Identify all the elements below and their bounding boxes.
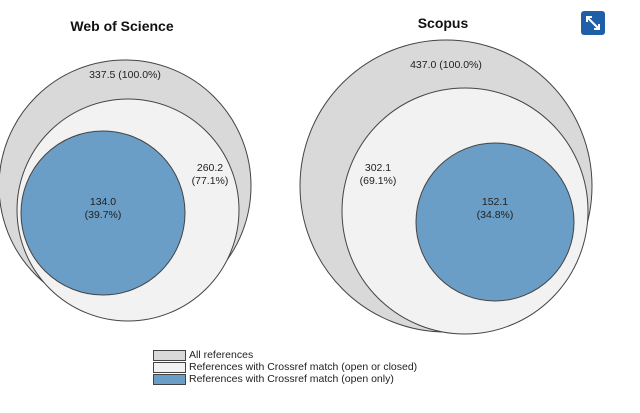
- legend-swatch-all: [153, 349, 186, 361]
- legend-item-open: References with Crossref match (open onl…: [153, 373, 417, 385]
- legend-label: All references: [189, 349, 254, 361]
- value-label-all-0: 337.5 (100.0%): [89, 69, 161, 81]
- circle-crossref-open-1: [415, 142, 575, 302]
- chart-title-web-of-science: Web of Science: [70, 18, 174, 34]
- value-label-all-1: 437.0 (100.0%): [410, 59, 482, 71]
- legend-swatch-open: [153, 373, 186, 385]
- expand-arrows-icon: [586, 16, 600, 30]
- value-label-open-0: 134.0 (39.7%): [85, 196, 122, 221]
- expand-button[interactable]: [581, 11, 605, 35]
- value-label-crossref-1: 302.1 (69.1%): [360, 162, 397, 187]
- legend-label: References with Crossref match (open or …: [189, 361, 418, 373]
- legend-item-crossref: References with Crossref match (open or …: [153, 361, 417, 373]
- legend-label: References with Crossref match (open onl…: [189, 373, 394, 385]
- legend-item-all: All references: [153, 349, 417, 361]
- chart-title-scopus: Scopus: [417, 15, 469, 31]
- circle-crossref-open-0: [20, 130, 186, 296]
- value-label-open-1: 152.1 (34.8%): [477, 196, 514, 221]
- legend: All references References with Crossref …: [153, 349, 417, 385]
- value-label-crossref-0: 260.2 (77.1%): [192, 162, 229, 187]
- legend-swatch-crossref: [153, 361, 186, 373]
